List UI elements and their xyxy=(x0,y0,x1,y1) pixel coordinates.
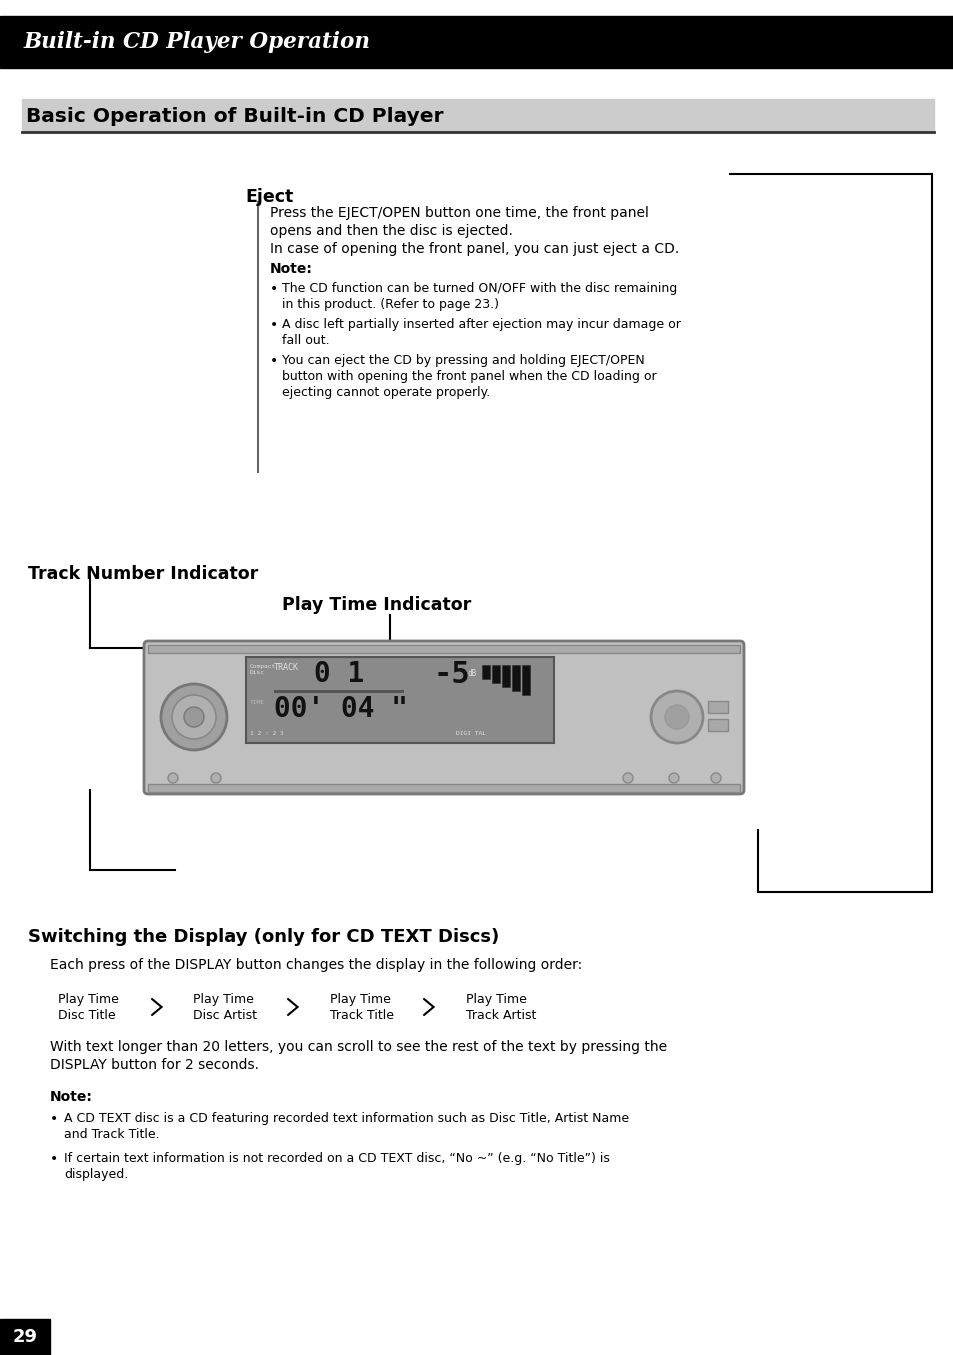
Text: Press the EJECT/OPEN button one time, the front panel: Press the EJECT/OPEN button one time, th… xyxy=(270,206,648,220)
Text: A disc left partially inserted after ejection may incur damage or: A disc left partially inserted after eje… xyxy=(282,318,680,331)
Text: Track Artist: Track Artist xyxy=(465,1009,536,1022)
Bar xyxy=(274,690,403,692)
Text: •: • xyxy=(270,282,278,295)
Text: Each press of the DISPLAY button changes the display in the following order:: Each press of the DISPLAY button changes… xyxy=(50,958,581,972)
Text: Play Time: Play Time xyxy=(58,993,119,1005)
Text: Built-in CD Player Operation: Built-in CD Player Operation xyxy=(24,31,371,53)
Text: Track Title: Track Title xyxy=(330,1009,394,1022)
Text: Disc: Disc xyxy=(250,669,265,675)
Text: opens and then the disc is ejected.: opens and then the disc is ejected. xyxy=(270,224,513,238)
Text: Switching the Display (only for CD TEXT Discs): Switching the Display (only for CD TEXT … xyxy=(28,928,498,946)
Circle shape xyxy=(668,772,679,783)
Bar xyxy=(148,645,740,653)
Text: in this product. (Refer to page 23.): in this product. (Refer to page 23.) xyxy=(282,298,498,312)
Circle shape xyxy=(161,684,227,751)
Text: TRACK: TRACK xyxy=(274,663,298,672)
Bar xyxy=(148,785,740,793)
Text: Compact: Compact xyxy=(250,664,276,669)
Text: dB: dB xyxy=(468,669,476,678)
Bar xyxy=(481,665,490,679)
Text: and Track Title.: and Track Title. xyxy=(64,1127,159,1141)
Text: Note:: Note: xyxy=(270,262,313,276)
Circle shape xyxy=(710,772,720,783)
Bar xyxy=(246,657,554,743)
Text: TIME: TIME xyxy=(250,701,265,705)
Text: Eject: Eject xyxy=(245,188,293,206)
Bar xyxy=(22,99,933,131)
Text: button with opening the front panel when the CD loading or: button with opening the front panel when… xyxy=(282,370,656,383)
Circle shape xyxy=(168,772,178,783)
Text: fall out.: fall out. xyxy=(282,333,330,347)
Bar xyxy=(0,1318,50,1355)
Circle shape xyxy=(650,691,702,743)
Text: 29: 29 xyxy=(13,1328,38,1346)
Text: With text longer than 20 letters, you can scroll to see the rest of the text by : With text longer than 20 letters, you ca… xyxy=(50,1041,666,1054)
Text: Disc Title: Disc Title xyxy=(58,1009,115,1022)
Circle shape xyxy=(184,707,204,728)
Text: You can eject the CD by pressing and holding EJECT/OPEN: You can eject the CD by pressing and hol… xyxy=(282,354,644,367)
Text: 1 2 : 2 3: 1 2 : 2 3 xyxy=(250,730,283,736)
Text: Play Time: Play Time xyxy=(330,993,391,1005)
Text: Disc Artist: Disc Artist xyxy=(193,1009,256,1022)
Circle shape xyxy=(172,695,215,738)
Text: 0 1: 0 1 xyxy=(314,660,364,688)
Circle shape xyxy=(664,705,688,729)
Text: •: • xyxy=(270,354,278,369)
Text: DIGI TAL: DIGI TAL xyxy=(456,730,485,736)
Bar xyxy=(707,701,727,713)
Text: DISPLAY button for 2 seconds.: DISPLAY button for 2 seconds. xyxy=(50,1058,258,1072)
Bar xyxy=(492,665,499,683)
Bar xyxy=(0,16,953,68)
Text: •: • xyxy=(50,1152,58,1167)
Bar xyxy=(521,665,530,695)
Bar xyxy=(512,665,519,691)
Text: Play Time: Play Time xyxy=(193,993,253,1005)
Text: displayed.: displayed. xyxy=(64,1168,128,1182)
Text: If certain text information is not recorded on a CD TEXT disc, “No ~” (e.g. “No : If certain text information is not recor… xyxy=(64,1152,609,1165)
Text: In case of opening the front panel, you can just eject a CD.: In case of opening the front panel, you … xyxy=(270,243,679,256)
Text: ejecting cannot operate properly.: ejecting cannot operate properly. xyxy=(282,386,490,398)
Text: •: • xyxy=(50,1112,58,1126)
Text: 00' 04 ": 00' 04 " xyxy=(274,695,408,724)
Text: •: • xyxy=(270,318,278,332)
Circle shape xyxy=(211,772,221,783)
Bar xyxy=(501,665,510,687)
Text: Track Number Indicator: Track Number Indicator xyxy=(28,565,258,583)
Circle shape xyxy=(622,772,633,783)
Text: Basic Operation of Built-in CD Player: Basic Operation of Built-in CD Player xyxy=(26,107,443,126)
Text: Note:: Note: xyxy=(50,1089,92,1104)
Text: A CD TEXT disc is a CD featuring recorded text information such as Disc Title, A: A CD TEXT disc is a CD featuring recorde… xyxy=(64,1112,628,1125)
Text: The CD function can be turned ON/OFF with the disc remaining: The CD function can be turned ON/OFF wit… xyxy=(282,282,677,295)
Text: -5: -5 xyxy=(434,660,470,688)
FancyBboxPatch shape xyxy=(144,641,743,794)
Text: Play Time: Play Time xyxy=(465,993,526,1005)
Text: Play Time Indicator: Play Time Indicator xyxy=(282,596,471,614)
Bar xyxy=(707,720,727,730)
